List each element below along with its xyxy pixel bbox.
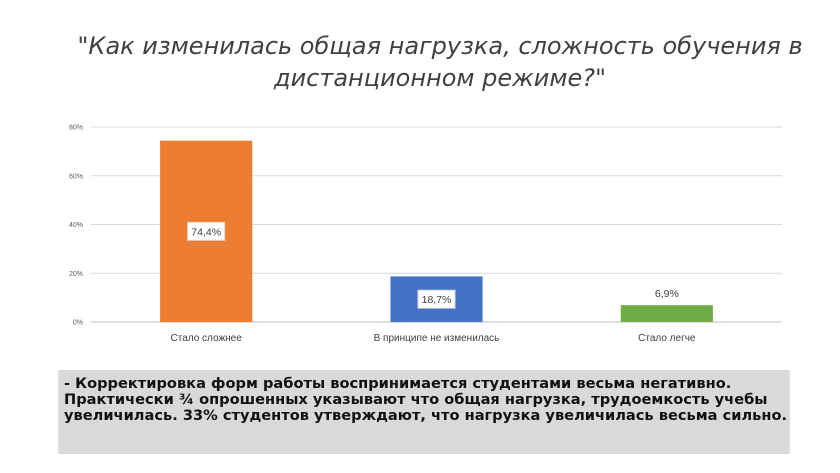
- data-label: 18,7%: [422, 294, 452, 306]
- y-tick-label: 0%: [73, 320, 83, 327]
- y-tick-label: 40%: [69, 222, 83, 229]
- y-tick-label: 20%: [69, 271, 83, 278]
- bar: [620, 305, 713, 322]
- note-box: [58, 370, 790, 454]
- x-category-label: Стало легче: [638, 333, 696, 344]
- data-label: 6,9%: [655, 288, 679, 300]
- data-label-box: [187, 221, 226, 241]
- y-tick-label: 80%: [69, 125, 83, 132]
- data-label-box: [417, 289, 456, 309]
- data-label: 74,4%: [191, 226, 221, 238]
- slide-title: "Как изменилась общая нагрузка, сложност…: [77, 32, 803, 92]
- note-text: - Корректировка форм работы воспринимает…: [64, 375, 788, 424]
- x-category-label: В принципе не изменилась: [374, 333, 500, 344]
- x-category-label: Стало сложнее: [171, 333, 243, 344]
- y-tick-label: 60%: [69, 173, 83, 180]
